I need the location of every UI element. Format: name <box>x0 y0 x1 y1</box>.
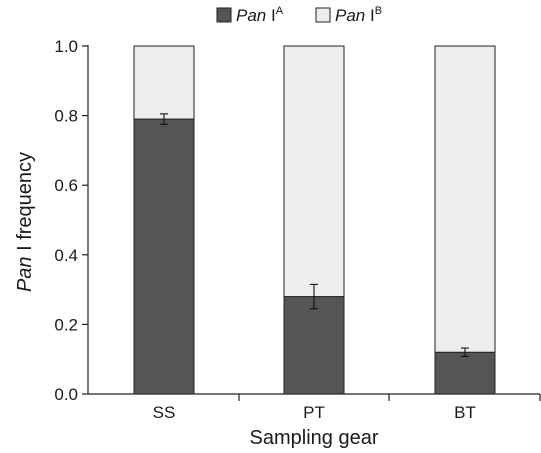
legend-label-series-b: Pan IB <box>335 5 382 25</box>
y-tick-label: 1.0 <box>54 37 78 56</box>
bar-bt-series-b <box>434 45 496 353</box>
bar-pt-series-a <box>283 296 345 395</box>
y-axis-title: Pan I frequency <box>14 152 36 292</box>
x-tick-label-bt: BT <box>454 403 476 422</box>
y-tick-label: 0.0 <box>54 385 78 404</box>
bar-ss-series-b <box>133 45 195 120</box>
plot-area: 0.0 0.2 0.4 0.6 0.8 1.0 SS PT BT <box>54 37 541 422</box>
y-tick-label: 0.8 <box>54 107 78 126</box>
bar-ss-series-a <box>133 118 195 395</box>
bar-pt-series-b <box>283 45 345 298</box>
y-tick-label: 0.6 <box>54 176 78 195</box>
y-tick-label: 0.2 <box>54 315 78 334</box>
legend-swatch-series-b <box>315 7 331 23</box>
legend-label-series-a: Pan IA <box>236 5 284 25</box>
legend: Pan IA Pan IB <box>216 5 382 25</box>
x-tick-label-ss: SS <box>153 403 176 422</box>
bar-bt-series-a <box>434 351 496 395</box>
legend-swatch-series-a <box>216 7 232 23</box>
x-axis-title: Sampling gear <box>250 427 379 449</box>
y-tick-label: 0.4 <box>54 246 78 265</box>
x-tick-label-pt: PT <box>303 403 325 422</box>
